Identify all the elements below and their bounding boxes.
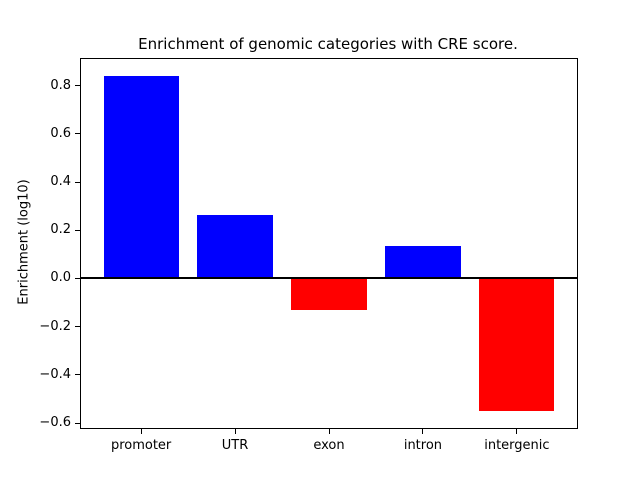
x-tick-label-intron: intron (403, 438, 443, 453)
y-tick-mark (75, 229, 80, 231)
y-tick-label: 0.0 (50, 270, 71, 286)
plot-area: 0.8 0.6 0.4 0.2 0.0 −0.2 −0.4 −0.6 promoter UTR ex… (39, 58, 578, 453)
x-tick-mark (234, 429, 236, 434)
bar-exon (291, 278, 367, 310)
bar-intron (385, 245, 461, 279)
chart-title: Enrichment of genomic categories with CR… (138, 35, 518, 53)
bar-intergenic (479, 278, 555, 412)
bar-promoter (103, 75, 179, 279)
y-tick-mark (75, 422, 80, 424)
x-tick-label-intergenic: intergenic (484, 438, 550, 453)
y-tick-mark (75, 133, 80, 135)
x-tick-label-exon: exon (313, 438, 345, 453)
y-tick-label: −0.6 (39, 415, 71, 431)
x-tick-label-promoter: promoter (110, 438, 172, 453)
y-tick-mark (75, 277, 80, 279)
x-tick-mark (422, 429, 424, 434)
y-tick-label: 0.2 (50, 222, 71, 238)
y-tick-mark (75, 181, 80, 183)
y-tick-label: −0.4 (39, 366, 71, 382)
bar-UTR (197, 214, 273, 279)
y-tick-mark (75, 85, 80, 87)
x-tick-mark (328, 429, 330, 434)
y-tick-label: 0.8 (50, 77, 71, 93)
y-tick-label: 0.6 (50, 125, 71, 141)
x-tick-mark (516, 429, 518, 434)
y-tick-label: 0.4 (50, 174, 71, 189)
y-tick-mark (75, 374, 80, 376)
zero-line (81, 277, 577, 280)
y-tick-mark (75, 326, 80, 328)
x-tick-mark (140, 429, 142, 434)
x-tick-label-UTR: UTR (221, 438, 249, 453)
y-tick-label: −0.2 (39, 318, 71, 334)
